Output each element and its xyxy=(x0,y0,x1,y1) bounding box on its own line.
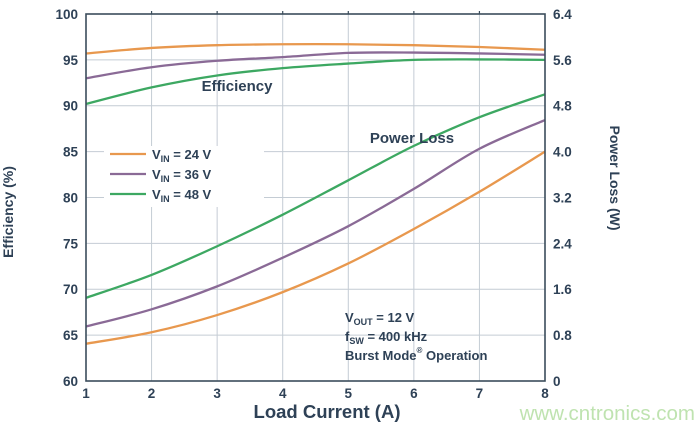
svg-text:0: 0 xyxy=(553,374,561,389)
svg-text:3.2: 3.2 xyxy=(553,191,572,206)
svg-text:Efficiency: Efficiency xyxy=(202,78,274,95)
svg-text:5.6: 5.6 xyxy=(553,53,572,68)
svg-text:Power Loss (W): Power Loss (W) xyxy=(607,125,623,230)
svg-text:6: 6 xyxy=(410,386,418,401)
svg-text:80: 80 xyxy=(63,191,78,206)
svg-text:70: 70 xyxy=(63,282,78,297)
svg-text:4.8: 4.8 xyxy=(553,99,572,114)
svg-text:Burst Mode® Operation: Burst Mode® Operation xyxy=(345,346,487,363)
svg-text:8: 8 xyxy=(541,386,549,401)
svg-text:3: 3 xyxy=(213,386,221,401)
svg-text:7: 7 xyxy=(476,386,484,401)
svg-text:60: 60 xyxy=(63,374,78,389)
svg-text:Load Current (A): Load Current (A) xyxy=(254,401,401,422)
svg-text:www.cntronics.com: www.cntronics.com xyxy=(519,402,695,425)
svg-text:1.6: 1.6 xyxy=(553,282,572,297)
svg-text:0.8: 0.8 xyxy=(553,328,572,343)
svg-text:5: 5 xyxy=(345,386,353,401)
svg-text:75: 75 xyxy=(63,236,79,251)
svg-text:95: 95 xyxy=(63,53,79,68)
svg-text:2: 2 xyxy=(148,386,156,401)
svg-text:Efficiency (%): Efficiency (%) xyxy=(0,166,16,258)
svg-text:2.4: 2.4 xyxy=(553,236,572,251)
svg-text:Power Loss: Power Loss xyxy=(370,130,454,147)
svg-text:VOUT = 12 V: VOUT = 12 V xyxy=(345,310,415,327)
svg-text:65: 65 xyxy=(63,328,79,343)
svg-text:1: 1 xyxy=(82,386,90,401)
svg-text:100: 100 xyxy=(55,7,78,22)
svg-text:4.0: 4.0 xyxy=(553,145,572,160)
svg-text:4: 4 xyxy=(279,386,287,401)
svg-text:fSW = 400 kHz: fSW = 400 kHz xyxy=(345,329,428,346)
svg-text:6.4: 6.4 xyxy=(553,7,572,22)
svg-text:85: 85 xyxy=(63,145,79,160)
svg-text:90: 90 xyxy=(63,99,78,114)
